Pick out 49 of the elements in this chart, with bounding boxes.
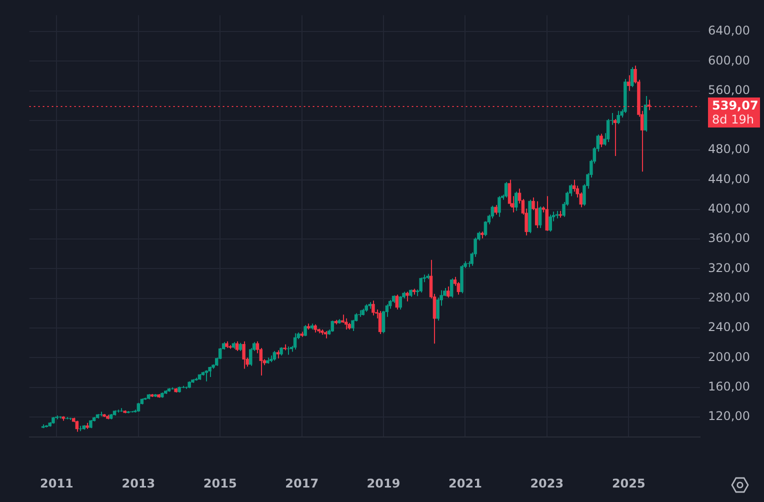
candlestick [446,286,450,298]
candlestick [548,214,552,232]
candlestick [606,118,610,142]
text: 8d 19h [712,112,754,127]
candlestick [494,204,498,216]
candlestick [514,191,518,212]
x-tick-label: 2023 [530,476,564,490]
y-tick-label: 280,00 [708,290,750,304]
x-tick-label: 2025 [612,476,646,490]
x-tick-label: 2021 [448,476,482,490]
ref-line-label: 539,07 [712,98,758,113]
candlestick [600,133,603,148]
candlestick [613,118,617,157]
y-tick-label: 560,00 [708,82,750,97]
candlestick [272,350,276,362]
candlestick [508,179,512,207]
candlestick [75,420,79,432]
candlestick [293,332,297,350]
y-tick-label: 360,00 [708,231,750,246]
y-tick-label: 240,00 [708,320,750,334]
candlestick [208,366,212,378]
candlestick [450,278,454,298]
x-tick-label: 2017 [285,476,319,490]
candlestick [630,66,634,88]
candlestick [534,200,538,228]
y-tick-label: 640,00 [708,24,750,38]
y-tick-label: 120,00 [708,409,750,424]
candlestick [398,296,402,310]
candlestick [616,110,620,125]
candlestick [372,300,375,316]
x-tick-label: 2011 [40,476,74,490]
y-tick-label: 400,00 [708,202,750,216]
candlestick [545,196,549,232]
candlestick [242,340,246,370]
candlestick [627,74,630,92]
y-tick-label: 600,00 [708,53,750,68]
x-tick-label: 2015 [203,476,237,490]
candlestick [504,181,508,198]
candlestick [538,206,542,228]
x-tick-label: 2019 [366,476,400,490]
candlestick [419,277,422,293]
x-tick-label: 2013 [122,476,156,490]
y-tick-label: 440,00 [708,172,750,186]
y-tick-label: 200,00 [708,350,750,364]
y-tick-label: 160,00 [708,379,750,394]
y-tick-label: 480,00 [708,142,750,156]
candlestick [406,291,409,302]
candlestick [498,196,501,218]
y-tick-label: 320,00 [708,260,750,275]
